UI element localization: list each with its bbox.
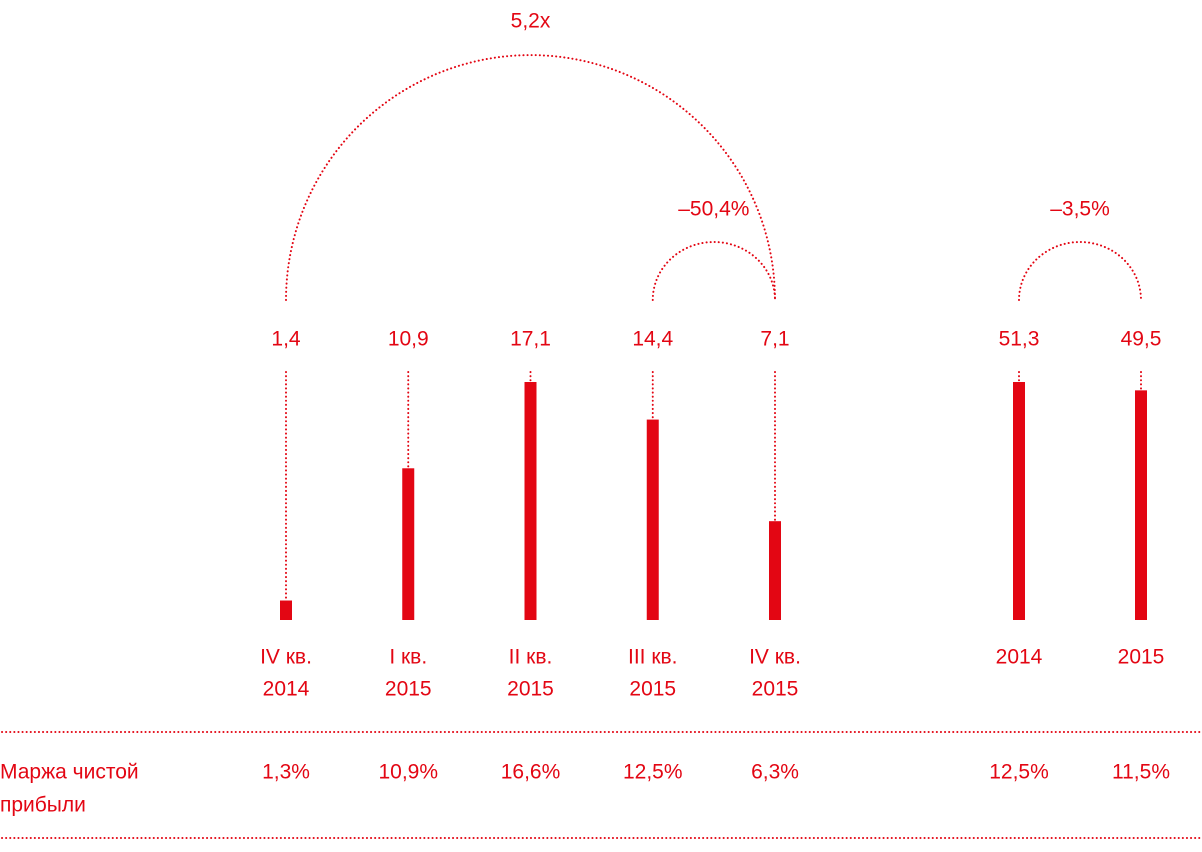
bar — [402, 468, 415, 620]
change-arc — [1018, 241, 1142, 301]
change-annotation: –50,4% — [678, 198, 749, 221]
value-label: 49,5 — [1121, 328, 1162, 351]
margin-value: 11,5% — [1112, 761, 1170, 784]
change-annotation: –3,5% — [1050, 198, 1110, 221]
bar — [769, 521, 781, 620]
category-label: III кв. — [628, 646, 678, 669]
category-label: II кв. — [509, 646, 553, 669]
category-label: 2015 — [507, 678, 554, 701]
category-label: I кв. — [389, 646, 427, 669]
margin-value: 12,5% — [623, 761, 683, 784]
margin-title: прибыли — [0, 794, 86, 817]
margin-value: 16,6% — [501, 761, 561, 784]
bar — [1135, 390, 1147, 620]
margin-title: Маржа чистой — [0, 761, 139, 784]
bar — [1013, 382, 1025, 620]
category-label: IV кв. — [749, 646, 801, 669]
value-label: 7,1 — [760, 328, 789, 351]
value-label: 1,4 — [271, 328, 301, 351]
value-label: 17,1 — [510, 328, 551, 351]
change-arc — [285, 54, 776, 301]
margin-value: 12,5% — [989, 761, 1049, 784]
value-label: 14,4 — [632, 328, 673, 351]
margin-value: 1,3% — [262, 761, 310, 784]
bar — [524, 382, 537, 620]
value-label: 51,3 — [999, 328, 1040, 351]
margin-value: 6,3% — [751, 761, 799, 784]
category-label: 2015 — [385, 678, 432, 701]
value-label: 10,9 — [388, 328, 429, 351]
margin-value: 10,9% — [378, 761, 438, 784]
change-arc — [651, 241, 776, 301]
category-label: 2015 — [629, 678, 676, 701]
bar — [646, 419, 659, 620]
change-annotation: 5,2x — [511, 10, 551, 33]
bar — [280, 600, 292, 620]
category-label: 2014 — [996, 646, 1043, 669]
category-label: IV кв. — [260, 646, 312, 669]
category-label: 2015 — [752, 678, 799, 701]
category-label: 2015 — [1118, 646, 1165, 669]
category-label: 2014 — [263, 678, 310, 701]
